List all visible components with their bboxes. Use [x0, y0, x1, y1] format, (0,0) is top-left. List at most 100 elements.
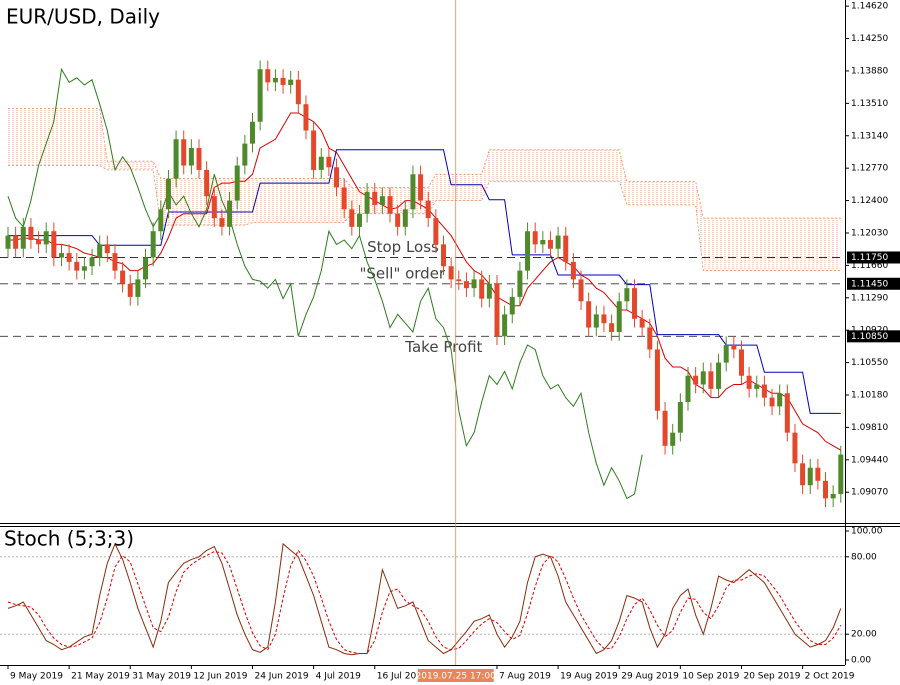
candle-body [555, 235, 561, 249]
candle-body [43, 231, 49, 245]
candle-body [28, 226, 34, 240]
y-tick-label: 1.11660 [851, 261, 888, 271]
candle-body [593, 314, 599, 328]
candle-body [418, 174, 424, 201]
candle-body [647, 327, 653, 350]
candle-body [181, 139, 187, 166]
y-tick-label: 1.10550 [851, 358, 888, 368]
candle-body [204, 169, 210, 197]
candle-body [89, 257, 95, 267]
candle-body [792, 432, 798, 464]
x-tick-label: 19 Aug 2019 [560, 672, 618, 682]
candle-body [280, 77, 286, 85]
y-tick-label: 1.11290 [851, 293, 888, 303]
cloud-fill [8, 108, 841, 271]
level-annotation: "Sell" order [359, 264, 445, 282]
candle-body [547, 239, 553, 249]
level-label-box [847, 277, 900, 290]
candle-body [196, 148, 202, 170]
candle-body [242, 143, 248, 166]
candle-body [13, 235, 19, 249]
candle-body [815, 467, 821, 481]
cloud-edge [8, 108, 841, 219]
x-tick-label: 12 Jun 2019 [193, 672, 247, 682]
candle-body [364, 191, 370, 214]
candle-body [769, 397, 775, 407]
candle-body [708, 371, 714, 389]
candle-body [578, 279, 584, 302]
candle-body [112, 253, 118, 271]
candle-body [318, 156, 324, 170]
x-tick-label: 16 Jul 2019 [377, 672, 428, 682]
candle-body [486, 283, 492, 299]
candle-body [807, 467, 813, 486]
candle-body [662, 410, 668, 446]
candle-body [341, 187, 347, 210]
x-tick-label: 31 May 2019 [132, 672, 191, 682]
candle-body [188, 148, 194, 166]
candle-body [525, 231, 531, 271]
crosshair-label-box [417, 669, 494, 682]
candle-body [265, 69, 271, 83]
candle-body [425, 200, 431, 219]
candle-body [143, 257, 149, 280]
candle-body [532, 231, 538, 245]
candle-body [693, 375, 699, 385]
candle-body [135, 279, 141, 297]
candle-body [609, 323, 615, 332]
y-tick-label: 1.12770 [851, 164, 888, 174]
candle-body [249, 121, 255, 144]
candle-body [632, 288, 638, 319]
candle-body [311, 130, 317, 170]
candle-body [517, 270, 523, 297]
candle-body [494, 283, 500, 337]
x-tick-label: 10 Sep 2019 [682, 672, 739, 682]
candle-body [20, 226, 26, 249]
candle-body [784, 393, 790, 433]
y-tick-label: 1.12030 [851, 228, 888, 238]
x-tick-label: 29 Aug 2019 [621, 672, 679, 682]
candle-body [830, 493, 836, 499]
candle-body [639, 318, 645, 328]
x-tick-label: 7 Aug 2019 [499, 672, 551, 682]
candle-body [372, 191, 378, 205]
level-label: 1.11750 [851, 253, 888, 263]
candle-body [761, 384, 767, 398]
candle-body [731, 345, 737, 350]
candle-body [670, 432, 676, 446]
candle-body [777, 393, 783, 407]
candle-body [463, 281, 469, 289]
candle-body [387, 196, 393, 214]
stoch-tick-label: 80.00 [851, 552, 877, 562]
candle-body [716, 362, 722, 389]
y-tick-label: 1.13140 [851, 131, 888, 141]
candle-body [754, 384, 760, 389]
candle-body [74, 261, 80, 271]
y-tick-label: 1.14620 [851, 2, 888, 12]
level-label-box [847, 251, 900, 264]
level-label: 1.11450 [851, 279, 888, 289]
candle-body [104, 244, 110, 254]
level-label: 1.10850 [851, 332, 888, 342]
level-annotation: Take Profit [404, 338, 482, 356]
stoch-tick-label: 20.00 [851, 630, 877, 640]
y-tick-label: 1.13510 [851, 99, 888, 109]
candle-body [234, 165, 240, 201]
candle-body [433, 218, 439, 245]
candle-body [66, 253, 72, 262]
candle-body [288, 79, 294, 85]
candle-body [570, 261, 576, 280]
level-label-box [847, 330, 900, 343]
y-tick-label: 1.12400 [851, 196, 888, 206]
chart-title: EUR/USD, Daily [6, 5, 160, 29]
candle-body [36, 239, 42, 245]
candle-body [563, 235, 569, 262]
candle-body [448, 266, 454, 280]
candle-body [586, 301, 592, 328]
candle-body [227, 200, 233, 227]
candle-body [349, 209, 355, 227]
y-tick-label: 1.10180 [851, 391, 888, 401]
candle-body [356, 213, 362, 227]
